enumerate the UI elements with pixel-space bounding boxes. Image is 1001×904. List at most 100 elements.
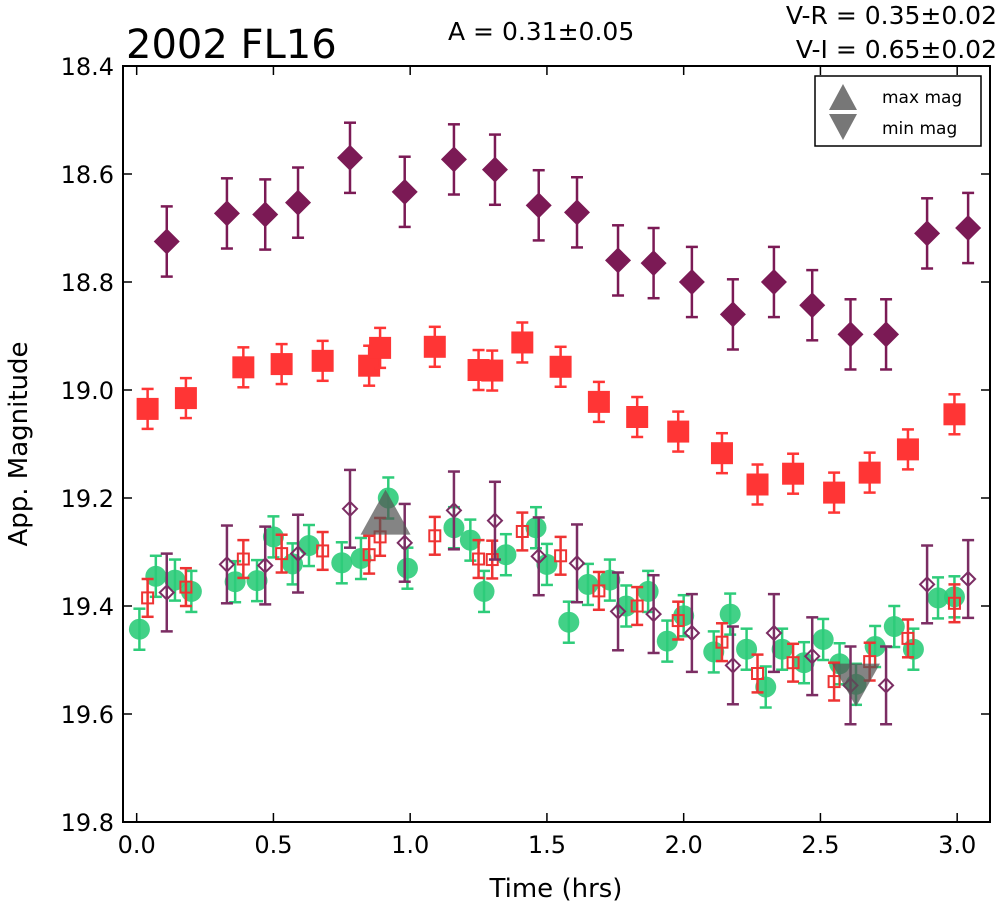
legend-max-mag-marker (829, 84, 857, 110)
data-point-square (136, 397, 159, 420)
data-point-open-square (630, 599, 644, 613)
data-point-diamond (481, 156, 508, 183)
series-triangle-down (831, 663, 880, 707)
data-point-circle (459, 529, 481, 551)
legend-min-mag-marker (829, 114, 857, 140)
data-point-circle (637, 580, 659, 602)
legend-min-mag-label: min mag (882, 119, 957, 139)
data-point-open-square (751, 667, 765, 680)
data-point-circle (473, 580, 495, 602)
data-point-square (358, 354, 381, 377)
data-point-open-square (901, 631, 915, 645)
data-point-open-diamond (256, 557, 274, 574)
data-point-square (369, 336, 392, 359)
data-point-circle (525, 517, 547, 539)
data-point-open-square (236, 552, 250, 566)
data-point-open-square (428, 529, 442, 543)
data-point-circle (224, 571, 246, 593)
data-point-open-square (827, 675, 841, 689)
data-point-square (174, 387, 197, 410)
data-point-circle (396, 557, 418, 579)
data-point-open-square (592, 584, 606, 598)
data-point-circle (883, 616, 905, 638)
data-point-diamond (285, 189, 312, 216)
data-point-open-diamond (158, 584, 176, 601)
data-point-open-diamond (724, 656, 742, 674)
data-point-circle (246, 570, 268, 592)
axis-ticks: 0.0 0.5 1.0 1.5 2.0 2.5 3.0 18.4 18.6 18.8 19.0 19.… (61, 53, 990, 859)
data-point-diamond (760, 269, 787, 295)
series-diamond-filled (153, 121, 982, 371)
data-point-open-square (786, 656, 800, 670)
amplitude-annotation: A = 0.31±0.05 (448, 17, 634, 46)
x-tick-label: 2.0 (665, 831, 703, 859)
data-point-square (823, 481, 846, 504)
plot-frame (122, 65, 991, 823)
data-point-square (311, 349, 334, 372)
data-point-diamond (564, 199, 591, 226)
data-point-circle (703, 641, 725, 663)
vr-color-annotation: V-R = 0.35±0.02 (786, 1, 997, 30)
y-tick-label: 18.8 (61, 269, 114, 297)
data-point-circle (719, 603, 741, 625)
min-mag-marker (831, 663, 880, 707)
y-tick-label: 19.0 (61, 377, 114, 405)
data-point-circle (350, 547, 372, 569)
data-point-circle (812, 628, 834, 650)
data-point-diamond (391, 178, 418, 205)
data-point-open-diamond (609, 602, 627, 620)
y-tick-label: 18.6 (61, 161, 114, 189)
data-point-diamond (837, 321, 864, 348)
x-tick-label: 1.5 (528, 831, 566, 859)
data-point-square (746, 473, 769, 496)
data-point-open-diamond (396, 534, 414, 552)
data-point-open-square (947, 596, 961, 610)
data-point-diamond (252, 201, 279, 228)
data-point-open-diamond (341, 500, 359, 518)
data-point-open-diamond (486, 512, 504, 530)
data-point-open-diamond (645, 605, 663, 623)
data-point-diamond (440, 146, 467, 173)
data-point-square (587, 390, 610, 413)
data-point-open-square (316, 544, 330, 558)
series-diamond-open (158, 468, 977, 726)
data-point-circle (736, 638, 758, 660)
data-point-open-diamond (765, 624, 783, 642)
data-marks (128, 121, 982, 726)
data-point-open-diamond (803, 647, 821, 665)
data-point-open-diamond (683, 624, 701, 642)
data-point-circle (262, 526, 284, 548)
data-point-square (667, 420, 690, 443)
data-point-diamond (799, 292, 826, 319)
legend-max-mag-label: max mag (882, 88, 962, 108)
data-point-open-diamond (918, 575, 936, 593)
data-point-square (858, 461, 881, 484)
data-point-open-square (715, 635, 729, 649)
data-point-open-square (179, 580, 193, 594)
data-point-open-diamond (218, 556, 236, 573)
series-square-open (141, 511, 961, 702)
y-tick-label: 19.2 (61, 485, 114, 513)
y-tick-label: 19.4 (61, 593, 114, 621)
data-point-square (549, 355, 572, 378)
data-point-square (423, 335, 446, 358)
data-point-square (710, 442, 733, 465)
data-point-open-diamond (530, 547, 548, 565)
data-point-square (626, 406, 649, 428)
data-point-open-diamond (877, 676, 895, 694)
x-tick-label: 2.5 (801, 831, 839, 859)
data-point-open-square (515, 524, 529, 538)
x-tick-label: 0.0 (118, 831, 156, 859)
x-axis-label: Time (hrs) (489, 874, 623, 904)
data-point-open-square (671, 614, 685, 628)
data-point-circle (656, 630, 678, 652)
data-point-open-square (472, 552, 486, 566)
data-point-open-square (554, 549, 568, 563)
data-point-diamond (153, 228, 180, 255)
y-tick-label: 19.8 (61, 809, 114, 837)
data-point-diamond (525, 192, 552, 219)
x-tick-label: 0.5 (254, 831, 292, 859)
data-point-circle (298, 535, 320, 557)
data-point-diamond (678, 269, 705, 295)
data-point-circle (145, 565, 167, 587)
